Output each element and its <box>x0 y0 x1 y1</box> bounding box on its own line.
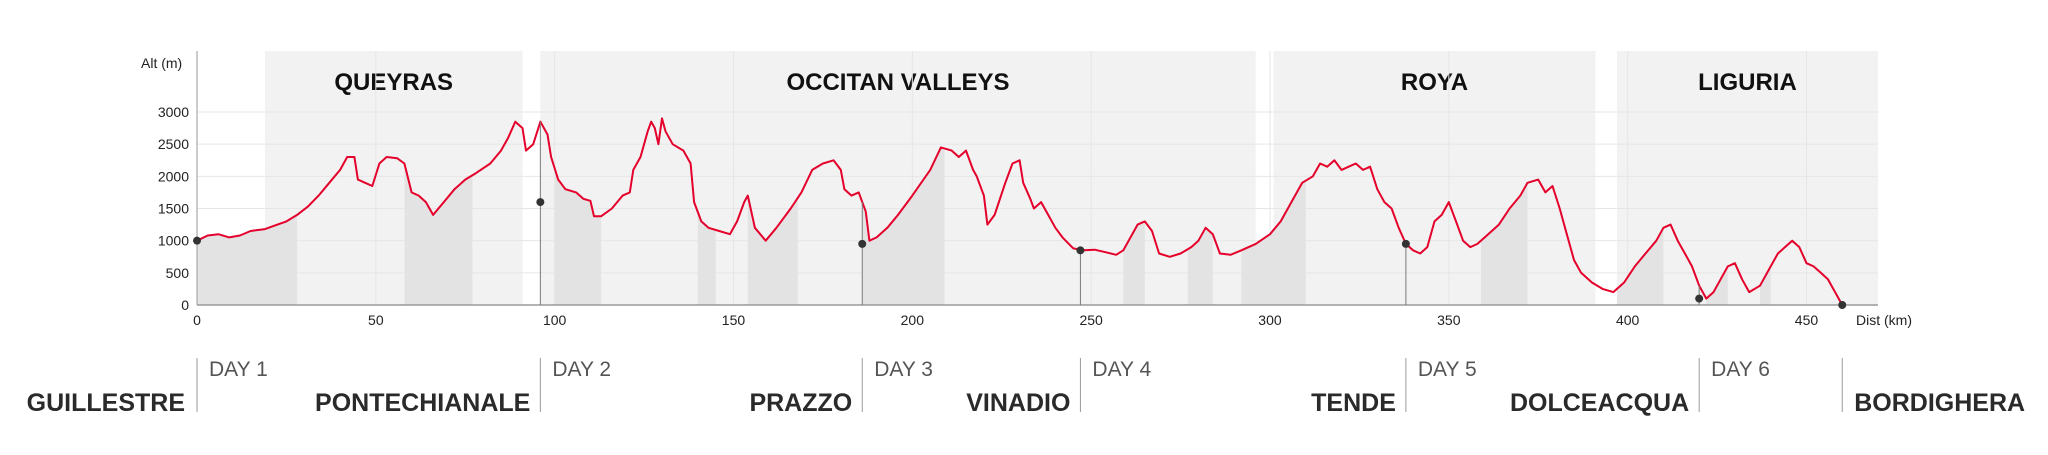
region-label: QUEYRAS <box>334 69 453 96</box>
y-tick-label: 1000 <box>158 233 189 249</box>
town-label: VINADIO <box>966 389 1070 417</box>
day-label: DAY 2 <box>552 358 611 381</box>
x-tick-label: 50 <box>368 312 384 328</box>
region-label: ROYA <box>1401 69 1468 96</box>
climb-area <box>1480 182 1528 305</box>
elevation-line <box>196 117 1844 306</box>
x-tick-label: 250 <box>1079 312 1103 328</box>
start-town-label: GUILLESTRE <box>27 389 185 417</box>
x-tick-label: 150 <box>722 312 746 328</box>
day-label: DAY 1 <box>209 358 268 381</box>
x-tick-label: 100 <box>543 312 567 328</box>
region-band <box>1273 51 1596 305</box>
waypoint-marker <box>1838 301 1847 309</box>
y-tick-label: 2000 <box>158 168 189 184</box>
climb-area <box>1187 227 1213 305</box>
x-axis-title: Dist (km) <box>1856 312 1912 328</box>
x-tick-label: 0 <box>193 312 201 328</box>
town-label: DOLCEACQUA <box>1510 389 1689 417</box>
waypoint-marker <box>1695 294 1704 303</box>
town-label: TENDE <box>1311 389 1396 417</box>
x-tick-label: 200 <box>901 312 925 328</box>
waypoint-marker <box>1076 246 1085 255</box>
day-label: DAY 6 <box>1711 358 1770 381</box>
x-tick-label: 300 <box>1258 312 1282 328</box>
waypoint-marker <box>1401 239 1410 248</box>
x-tick-label: 350 <box>1437 312 1461 328</box>
day-label: DAY 3 <box>874 358 933 381</box>
region-band <box>264 51 523 305</box>
y-tick-label: 3000 <box>158 104 189 120</box>
waypoint-marker <box>193 236 201 245</box>
y-tick-label: 2500 <box>158 136 189 152</box>
y-tick-label: 1500 <box>158 201 189 217</box>
town-label: BORDIGHERA <box>1854 389 2025 417</box>
waypoint-marker <box>858 239 867 248</box>
region-label: LIGURIA <box>1698 69 1797 96</box>
y-tick-label: 500 <box>166 265 190 281</box>
day-label: DAY 4 <box>1092 358 1151 381</box>
day-label: DAY 5 <box>1418 358 1477 381</box>
climb-area <box>197 214 298 305</box>
climb-area <box>747 195 798 305</box>
climb-area <box>1759 266 1771 305</box>
climb-area <box>554 168 602 305</box>
y-axis-title: Alt (m) <box>141 55 182 71</box>
town-label: PRAZZO <box>749 389 852 417</box>
town-label: PONTECHIANALE <box>315 389 530 417</box>
x-tick-label: 450 <box>1795 312 1819 328</box>
climb-area <box>862 147 945 305</box>
y-tick-label: 0 <box>181 297 189 313</box>
waypoint-marker <box>536 198 545 207</box>
region-label: OCCITAN VALLEYS <box>786 69 1009 96</box>
climb-area <box>697 211 716 305</box>
x-tick-label: 400 <box>1616 312 1640 328</box>
climb-area <box>1241 180 1306 305</box>
